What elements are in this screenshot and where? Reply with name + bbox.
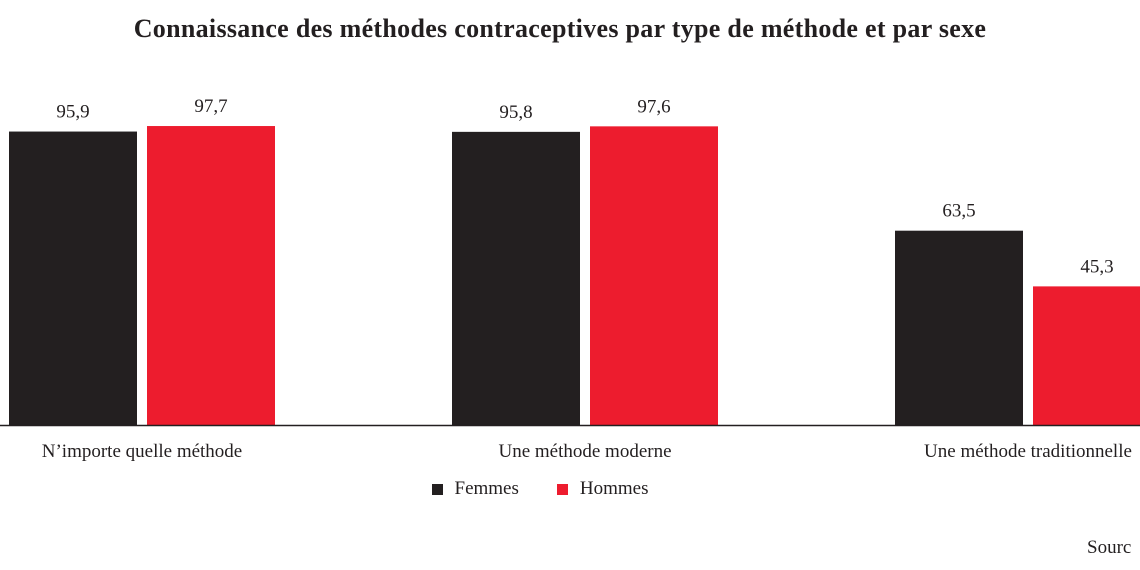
bar-femmes-0 [9, 131, 137, 425]
category-label-2: Une méthode traditionnelle [924, 441, 1132, 462]
data-label-femmes-0: 95,9 [56, 102, 89, 123]
legend-item-hommes: Hommes [556, 478, 649, 500]
data-label-femmes-1: 95,8 [499, 102, 532, 123]
source-note: Sourc [1087, 537, 1132, 558]
bar-femmes-1 [452, 131, 580, 426]
data-label-femmes-2: 63,5 [942, 201, 975, 222]
bar-hommes-2 [1033, 286, 1140, 425]
legend-swatch-hommes [556, 483, 568, 495]
bar-femmes-2 [895, 230, 1023, 425]
legend-label-femmes: Femmes [454, 478, 519, 499]
legend-label-hommes: Hommes [579, 478, 649, 499]
category-label-0: N’importe quelle méthode [42, 441, 243, 462]
legend-swatch-femmes [431, 483, 443, 495]
data-label-hommes-0: 97,7 [194, 96, 227, 117]
category-label-1: Une méthode moderne [498, 441, 671, 462]
legend-item-femmes: Femmes [431, 478, 519, 500]
bar-hommes-1 [590, 126, 718, 426]
bar-hommes-0 [147, 126, 275, 426]
legend: Femmes Hommes [0, 478, 1080, 500]
data-label-hommes-1: 97,6 [637, 96, 670, 117]
data-label-hommes-2: 45,3 [1080, 256, 1113, 277]
chart-title: Connaissance des méthodes contraceptives… [133, 14, 987, 43]
